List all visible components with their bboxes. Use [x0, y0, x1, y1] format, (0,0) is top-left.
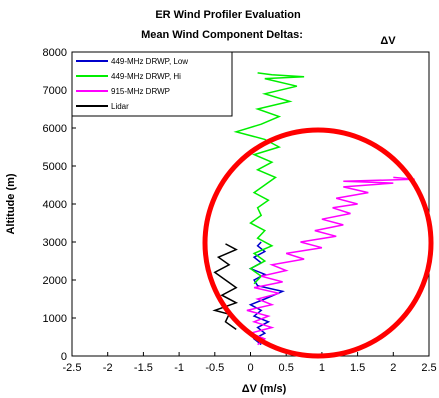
y-tick-label: 2000 [43, 275, 67, 287]
legend-label-449-mhz-drwp-low: 449-MHz DRWP, Low [111, 57, 188, 66]
legend-label-lidar: Lidar [111, 102, 129, 111]
y-tick-label: 3000 [43, 237, 67, 249]
y-tick-label: 8000 [43, 47, 67, 59]
series-line-449-mhz-drwp-hi [233, 72, 305, 285]
x-tick-label: 0.5 [279, 362, 294, 374]
y-tick-label: 4000 [43, 199, 67, 211]
chart-title: ER Wind Profiler Evaluation [155, 9, 301, 21]
series-group [212, 72, 415, 346]
x-ticks: -2.5 -2 -1.5 -1 -0.5 0 0.5 1 1.5 2 2.5 [63, 352, 437, 374]
x-tick-label: -2 [103, 362, 113, 374]
y-tick-label: 1000 [43, 313, 67, 325]
series-line-915-mhz-drwp [246, 176, 415, 346]
y-axis-label: Altitude (m) [5, 173, 17, 234]
legend-label-449-mhz-drwp-hi: 449-MHz DRWP, Hi [111, 72, 181, 81]
x-tick-label: -1.5 [134, 362, 153, 374]
y-tick-label: 7000 [43, 85, 67, 97]
x-tick-label: 1 [319, 362, 325, 374]
x-tick-label: 2 [390, 362, 396, 374]
highlight-circle [202, 127, 434, 359]
x-tick-label: -2.5 [63, 362, 82, 374]
legend: 449-MHz DRWP, Low 449-MHz DRWP, Hi 915-MHz… [71, 51, 233, 117]
x-tick-label: 1.5 [350, 362, 365, 374]
chart-subtitle: Mean Wind Component Deltas: [141, 29, 303, 41]
chart-title-symbol: ΔV [380, 35, 396, 47]
y-tick-label: 5000 [43, 161, 67, 173]
series-line-449-mhz-drwp-low [248, 241, 286, 346]
y-tick-label: 0 [61, 351, 67, 363]
y-ticks: 0 1000 2000 3000 4000 5000 6000 7000 8000 [43, 47, 76, 363]
x-tick-label: 2.5 [421, 362, 436, 374]
x-tick-label: -0.5 [205, 362, 224, 374]
y-tick-label: 6000 [43, 123, 67, 135]
legend-label-915-mhz-drwp: 915-MHz DRWP [111, 87, 170, 96]
x-tick-label: 0 [247, 362, 253, 374]
x-tick-label: -1 [174, 362, 184, 374]
x-axis-label: ΔV (m/s) [242, 383, 287, 395]
